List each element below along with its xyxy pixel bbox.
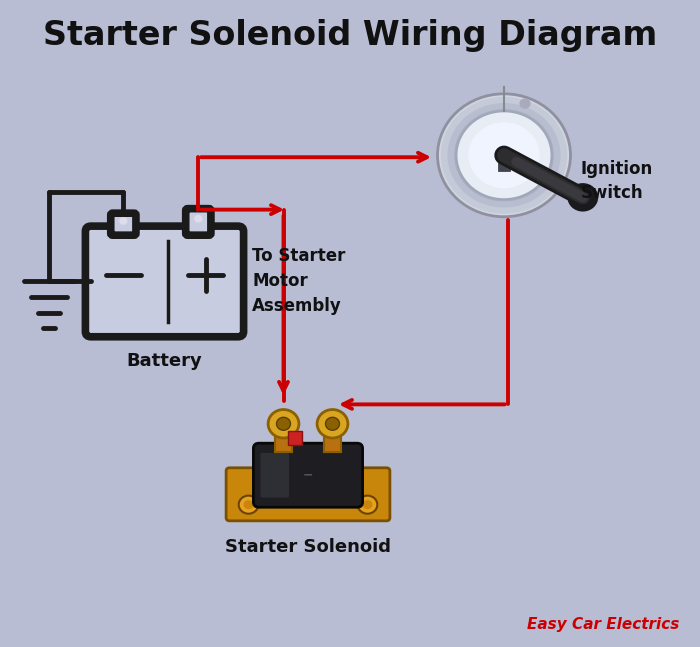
Circle shape: [119, 217, 127, 225]
Text: Battery: Battery: [127, 352, 202, 369]
Circle shape: [438, 94, 570, 217]
Text: Easy Car Electrics: Easy Car Electrics: [526, 617, 679, 632]
Circle shape: [363, 500, 372, 509]
Circle shape: [454, 109, 554, 201]
Circle shape: [441, 97, 567, 214]
Circle shape: [317, 410, 348, 438]
Text: −: −: [302, 468, 314, 482]
Circle shape: [244, 500, 253, 509]
Circle shape: [239, 496, 258, 514]
Text: To Starter
Motor
Assembly: To Starter Motor Assembly: [252, 247, 345, 316]
Circle shape: [447, 103, 561, 208]
Text: Starter Solenoid Wiring Diagram: Starter Solenoid Wiring Diagram: [43, 19, 657, 52]
Circle shape: [268, 410, 299, 438]
Circle shape: [358, 496, 377, 514]
Bar: [288, 431, 302, 445]
Circle shape: [519, 98, 531, 109]
FancyBboxPatch shape: [253, 443, 363, 507]
Circle shape: [276, 417, 290, 430]
Circle shape: [194, 215, 202, 223]
Bar: [324, 427, 341, 452]
FancyBboxPatch shape: [111, 214, 136, 236]
Text: Ignition
Switch: Ignition Switch: [581, 160, 653, 202]
Bar: [275, 427, 292, 452]
FancyBboxPatch shape: [260, 453, 289, 498]
Circle shape: [326, 417, 340, 430]
Bar: [498, 153, 510, 171]
Circle shape: [468, 122, 540, 188]
Circle shape: [456, 111, 552, 199]
Circle shape: [568, 183, 598, 212]
FancyBboxPatch shape: [186, 208, 211, 236]
Text: Starter Solenoid: Starter Solenoid: [225, 538, 391, 556]
FancyBboxPatch shape: [85, 226, 244, 336]
FancyBboxPatch shape: [226, 468, 390, 521]
